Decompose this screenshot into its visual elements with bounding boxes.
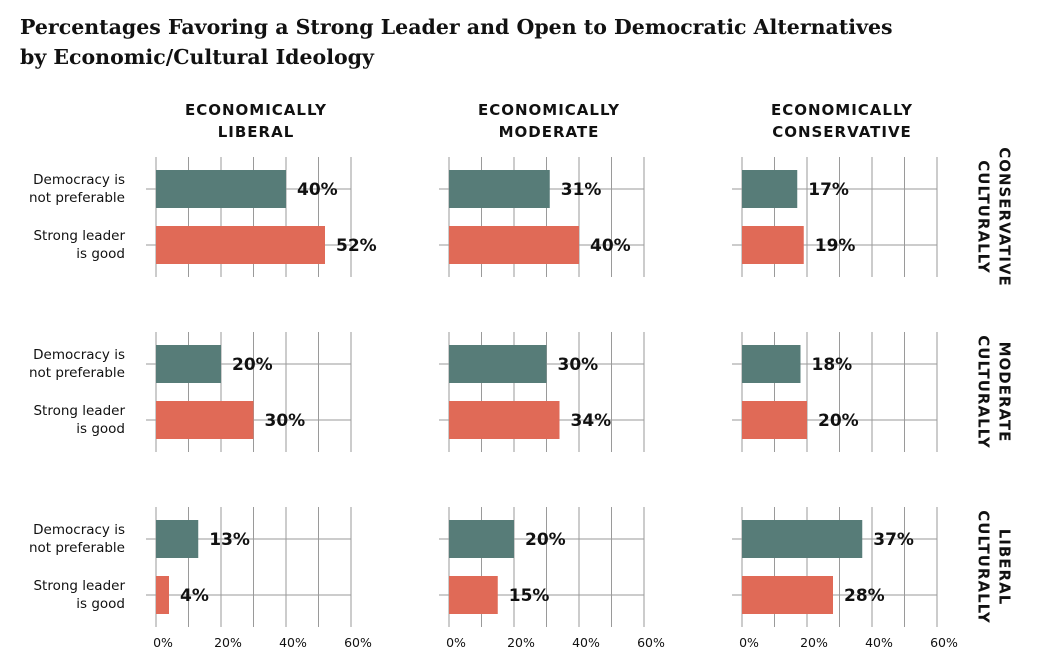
value-label-democracy-not-preferable-r1c1: 40% [297,180,338,200]
value-label-democracy-not-preferable-r3c2: 20% [525,530,566,550]
category-label-row-1-2: is good [76,246,125,262]
x-tick-label-col-1: 40% [279,635,307,650]
column-header-3-line-2: CONSERVATIVE [772,123,912,141]
bar-democracy-not-preferable-r3c3 [742,520,863,558]
column-header-1-line-2: LIBERAL [218,123,295,141]
value-label-strong-leader-good-r1c1: 52% [336,236,377,256]
bar-democracy-not-preferable-r3c2 [449,520,514,558]
x-tick-label-col-3: 60% [930,635,958,650]
x-tick-label-col-1: 20% [214,635,242,650]
x-tick-label-col-3: 40% [865,635,893,650]
x-tick-label-col-1: 60% [344,635,372,650]
category-label-row-2-1: not preferable [29,365,125,381]
category-label-row-2-2: Strong leader [33,403,125,419]
chart-title-line-2: by Economic/Cultural Ideology [20,45,374,69]
category-label-row-3-2: Strong leader [33,578,125,594]
category-label-row-2-1: Democracy is [33,347,125,363]
x-tick-label-col-3: 20% [800,635,828,650]
value-label-democracy-not-preferable-r3c3: 37% [873,530,914,550]
bar-democracy-not-preferable-r2c3 [742,345,801,383]
value-label-democracy-not-preferable-r3c1: 13% [209,530,250,550]
row-header-1-line-2: CONSERVATIVE [996,147,1014,287]
value-label-strong-leader-good-r3c1: 4% [180,586,209,606]
bar-democracy-not-preferable-r2c1 [156,345,221,383]
column-header-2-line-1: ECONOMICALLY [478,101,620,119]
column-header-3-line-1: ECONOMICALLY [771,101,913,119]
row-header-3-line-1: CULTURALLY [975,510,993,624]
value-label-strong-leader-good-r2c1: 30% [265,411,306,431]
chart-title: Percentages Favoring a Strong Leader and… [20,12,893,72]
value-label-democracy-not-preferable-r2c2: 30% [558,355,599,375]
bar-strong-leader-good-r2c2 [449,401,560,439]
value-label-strong-leader-good-r2c2: 34% [571,411,612,431]
bar-democracy-not-preferable-r1c3 [742,170,798,208]
bar-democracy-not-preferable-r1c2 [449,170,550,208]
value-label-strong-leader-good-r2c3: 20% [818,411,859,431]
x-tick-label-col-2: 20% [507,635,535,650]
category-label-row-2-2: is good [76,421,125,437]
value-label-strong-leader-good-r3c3: 28% [844,586,885,606]
value-label-strong-leader-good-r1c2: 40% [590,236,631,256]
chart-title-line-1: Percentages Favoring a Strong Leader and… [20,15,893,39]
value-label-strong-leader-good-r3c2: 15% [509,586,550,606]
row-header-1-line-1: CULTURALLY [975,160,993,274]
bar-strong-leader-good-r3c3 [742,576,833,614]
bar-strong-leader-good-r3c2 [449,576,498,614]
bar-strong-leader-good-r3c1 [156,576,169,614]
column-header-2-line-2: MODERATE [499,123,600,141]
category-label-row-3-1: not preferable [29,540,125,556]
column-header-1-line-1: ECONOMICALLY [185,101,327,119]
value-label-democracy-not-preferable-r2c1: 20% [232,355,273,375]
bar-strong-leader-good-r2c3 [742,401,807,439]
value-label-democracy-not-preferable-r2c3: 18% [812,355,853,375]
row-header-2-line-1: CULTURALLY [975,335,993,449]
category-label-row-1-1: Democracy is [33,172,125,188]
bar-strong-leader-good-r1c2 [449,226,579,264]
value-label-democracy-not-preferable-r1c2: 31% [561,180,602,200]
x-tick-label-col-1: 0% [153,635,173,650]
bar-strong-leader-good-r2c1 [156,401,254,439]
x-tick-label-col-2: 40% [572,635,600,650]
x-tick-label-col-2: 0% [446,635,466,650]
category-label-row-1-2: Strong leader [33,228,125,244]
value-label-strong-leader-good-r1c3: 19% [815,236,856,256]
bar-democracy-not-preferable-r2c2 [449,345,547,383]
category-label-row-3-2: is good [76,596,125,612]
x-tick-label-col-2: 60% [637,635,665,650]
category-label-row-3-1: Democracy is [33,522,125,538]
category-label-row-1-1: not preferable [29,190,125,206]
row-header-3-line-2: LIBERAL [996,529,1014,606]
bar-strong-leader-good-r1c3 [742,226,804,264]
bar-strong-leader-good-r1c1 [156,226,325,264]
value-label-democracy-not-preferable-r1c3: 17% [808,180,849,200]
row-header-2-line-2: MODERATE [996,342,1014,443]
x-tick-label-col-3: 0% [739,635,759,650]
bar-democracy-not-preferable-r1c1 [156,170,286,208]
bar-democracy-not-preferable-r3c1 [156,520,199,558]
